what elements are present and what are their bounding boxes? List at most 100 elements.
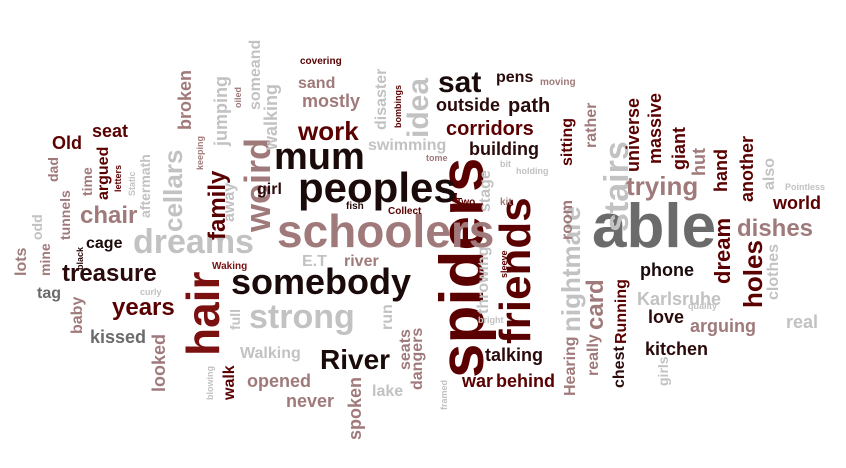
word-giant: giant xyxy=(669,127,689,170)
word-oiled: oiled xyxy=(233,86,243,108)
word-blowing: blowing xyxy=(205,366,215,400)
word-Hearing: Hearing xyxy=(562,336,579,396)
word-sand: sand xyxy=(298,75,336,92)
word-bit: bit xyxy=(500,159,511,169)
word-bright: bright xyxy=(478,315,504,325)
word-chair: chair xyxy=(80,202,138,229)
word-Two: Two xyxy=(456,197,476,208)
word-kissed: kissed xyxy=(90,327,147,347)
word-holes: holes xyxy=(738,240,768,308)
word-covering: covering xyxy=(300,56,342,67)
word-mine: mine xyxy=(37,243,53,276)
word-Static: Static xyxy=(127,171,137,196)
word-quality: quality xyxy=(688,301,718,311)
word-also: also xyxy=(761,157,778,190)
word-looked: looked xyxy=(149,333,169,392)
word-lake: lake xyxy=(372,383,404,400)
word-sleeve: sleeve xyxy=(499,250,509,278)
word-E.T: E.T xyxy=(302,253,327,270)
word-hand: hand xyxy=(711,149,731,192)
word-hair: hair xyxy=(177,271,229,356)
word-phone: phone xyxy=(640,260,694,280)
word-sitting: sitting xyxy=(559,118,576,166)
word-hut: hut xyxy=(689,148,709,176)
word-seat: seat xyxy=(92,121,129,141)
word-jumping: jumping xyxy=(211,76,231,146)
word-Old: Old xyxy=(52,133,82,153)
word-aftermath: aftermath xyxy=(137,154,153,218)
word-outside: outside xyxy=(436,95,501,115)
word-card: card xyxy=(582,279,609,330)
word-work: work xyxy=(298,116,359,146)
word-dad: dad xyxy=(45,157,61,182)
word-mum: mum xyxy=(274,136,365,178)
word-tome: tome xyxy=(426,153,448,163)
word-walking: walking xyxy=(261,83,281,150)
word-somebody: somebody xyxy=(231,261,412,302)
word-throwing: throwing xyxy=(475,246,492,314)
word-really: really xyxy=(585,334,602,376)
word-black: black xyxy=(75,246,85,270)
word-disaster: disaster xyxy=(373,68,390,130)
word-Running: Running xyxy=(613,279,630,344)
word-kitchen: kitchen xyxy=(645,339,709,359)
word-away: away xyxy=(221,182,238,222)
word-dreams: dreams xyxy=(133,223,254,261)
word-stage: stage xyxy=(477,170,494,212)
word-Collect: Collect xyxy=(388,206,422,217)
word-Karlsruhe: Karlsruhe xyxy=(637,289,722,309)
word-strong: strong xyxy=(249,298,355,336)
word-River: River xyxy=(320,344,391,375)
word-curly: curly xyxy=(140,287,162,297)
word-Walking: Walking xyxy=(240,345,301,362)
word-clothes: clothes xyxy=(765,243,782,300)
word-chest: chest xyxy=(611,346,628,388)
word-baby: baby xyxy=(69,296,86,334)
word-dangers: dangers xyxy=(409,327,426,390)
word-rather: rather xyxy=(583,102,600,148)
word-idea: idea xyxy=(402,77,435,138)
word-Pointless: Pointless xyxy=(785,182,826,192)
word-tag: tag xyxy=(37,285,61,302)
word-mostly: mostly xyxy=(302,91,361,111)
word-cage: cage xyxy=(86,235,123,252)
word-kit: kit xyxy=(500,197,512,208)
word-another: another xyxy=(737,135,757,202)
word-able: able xyxy=(592,192,717,261)
word-argued: argued xyxy=(95,146,112,200)
word-full: full xyxy=(227,309,243,330)
word-fish: fish xyxy=(346,201,364,212)
word-talking: talking xyxy=(485,345,544,365)
word-dishes: dishes xyxy=(737,215,814,242)
word-opened: opened xyxy=(247,371,312,391)
word-peoples: peoples xyxy=(298,164,457,211)
word-building: building xyxy=(469,139,539,159)
word-holding: holding xyxy=(516,166,549,176)
word-spoken: spoken xyxy=(345,376,365,440)
word-sat: sat xyxy=(438,66,482,99)
word-moving: moving xyxy=(540,77,576,88)
word-broken: broken xyxy=(175,69,195,130)
word-pens: pens xyxy=(496,69,534,86)
word-corridors: corridors xyxy=(446,118,534,140)
word-tunnels: tunnels xyxy=(57,190,73,240)
word-trying: trying xyxy=(626,171,699,201)
word-Waking: Waking xyxy=(212,261,248,272)
word-keeping: keeping xyxy=(195,135,205,170)
word-girls: girls xyxy=(655,356,671,386)
word-someand: someand xyxy=(247,39,264,110)
word-path: path xyxy=(508,95,551,117)
word-treasure: treasure xyxy=(62,260,157,287)
word-odd: odd xyxy=(29,214,45,240)
word-behind: behind xyxy=(496,371,555,391)
word-war: war xyxy=(462,371,494,391)
word-bombings: bombings xyxy=(393,85,403,128)
word-real: real xyxy=(786,312,819,332)
word-letters: letters xyxy=(113,164,123,192)
word-girl: girl xyxy=(257,181,282,198)
word-swimming: swimming xyxy=(368,137,447,154)
word-never: never xyxy=(286,391,335,411)
word-framed: framed xyxy=(439,379,449,410)
word-river: river xyxy=(344,253,379,270)
word-walk: walk xyxy=(221,365,238,400)
